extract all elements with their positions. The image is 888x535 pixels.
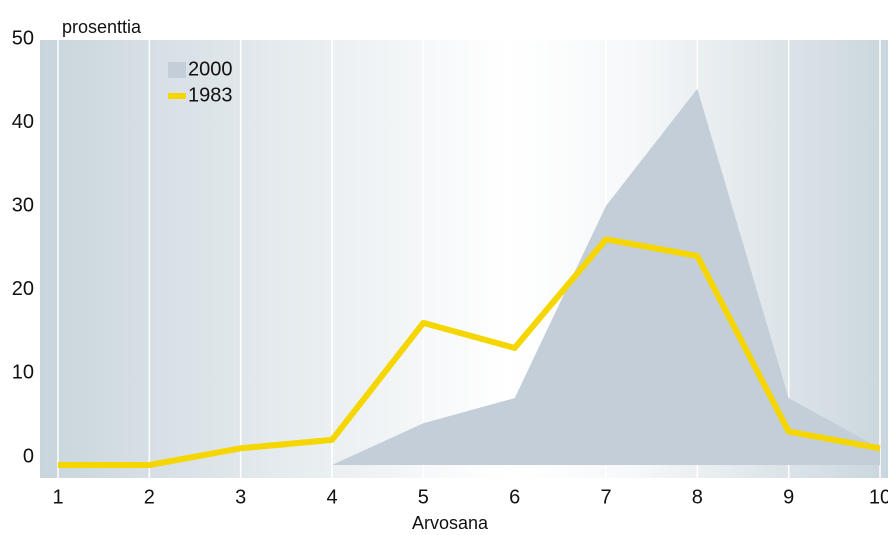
- y-tick-label: 0: [23, 445, 34, 467]
- x-tick-label: 2: [144, 486, 155, 508]
- x-tick-label: 7: [600, 486, 611, 508]
- y-tick-label: 40: [12, 111, 34, 133]
- x-tick-label: 10: [869, 486, 888, 508]
- legend-label: 2000: [188, 58, 233, 80]
- area: [332, 88, 880, 466]
- x-tick-label: 6: [509, 486, 520, 508]
- x-axis-title: Arvosana: [412, 513, 489, 533]
- x-tick-label: 9: [783, 486, 794, 508]
- x-tick-label: 1: [52, 486, 63, 508]
- legend-swatch: [168, 62, 186, 78]
- x-tick-label: 5: [418, 486, 429, 508]
- legend-swatch: [168, 93, 186, 99]
- x-tick-label: 3: [235, 486, 246, 508]
- y-tick-label: 10: [12, 362, 34, 384]
- y-axis-title: prosenttia: [62, 17, 142, 37]
- legend-label: 1983: [188, 84, 233, 106]
- y-tick-label: 50: [12, 27, 34, 49]
- x-tick-label: 4: [326, 486, 337, 508]
- line: [58, 236, 881, 468]
- y-tick-label: 20: [12, 278, 34, 300]
- x-tick-label: 8: [692, 486, 703, 508]
- y-tick-label: 30: [12, 194, 34, 216]
